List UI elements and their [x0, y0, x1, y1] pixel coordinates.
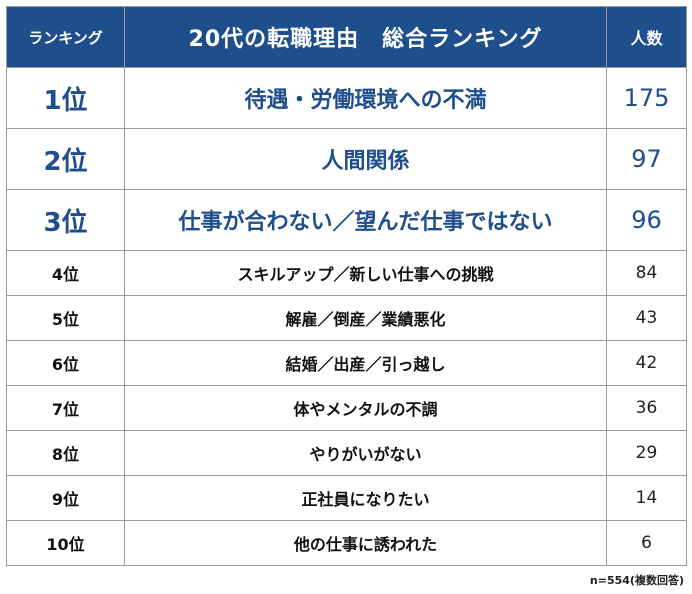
table-row: 6位 結婚／出産／引っ越し 42 — [6, 340, 687, 386]
reason-cell: 他の仕事に誘われた — [124, 520, 607, 566]
table-title: 20代の転職理由 総合ランキング — [124, 6, 607, 68]
rank-cell: 9位 — [6, 475, 125, 521]
table-row: 10位 他の仕事に誘われた 6 — [6, 520, 687, 566]
sample-size-note: n=554(複数回答) — [589, 574, 684, 587]
table-row: 7位 体やメンタルの不調 36 — [6, 385, 687, 431]
reason-cell: 正社員になりたい — [124, 475, 607, 521]
count-cell: 6 — [606, 520, 687, 566]
count-cell: 175 — [606, 67, 687, 129]
table-row: 4位 スキルアップ／新しい仕事への挑戦 84 — [6, 250, 687, 296]
count-cell: 42 — [606, 340, 687, 386]
count-cell: 97 — [606, 128, 687, 190]
reason-cell: 人間関係 — [124, 128, 607, 190]
reason-cell: 待遇・労働環境への不満 — [124, 67, 607, 129]
rank-cell: 7位 — [6, 385, 125, 431]
rank-cell: 8位 — [6, 430, 125, 476]
table-header: ランキング 20代の転職理由 総合ランキング 人数 — [6, 6, 687, 68]
reason-cell: 体やメンタルの不調 — [124, 385, 607, 431]
reason-cell: 仕事が合わない／望んだ仕事ではない — [124, 189, 607, 251]
reason-cell: やりがいがない — [124, 430, 607, 476]
rank-cell: 3位 — [6, 189, 125, 251]
count-cell: 96 — [606, 189, 687, 251]
reason-cell: 解雇／倒産／業績悪化 — [124, 295, 607, 341]
rank-cell: 10位 — [6, 520, 125, 566]
table-row: 5位 解雇／倒産／業績悪化 43 — [6, 295, 687, 341]
rank-column-header: ランキング — [6, 6, 125, 68]
rank-cell: 6位 — [6, 340, 125, 386]
count-cell: 29 — [606, 430, 687, 476]
count-cell: 84 — [606, 250, 687, 296]
table-row: 9位 正社員になりたい 14 — [6, 475, 687, 521]
table-row: 1位 待遇・労働環境への不満 175 — [6, 67, 687, 129]
count-cell: 36 — [606, 385, 687, 431]
table-row: 2位 人間関係 97 — [6, 128, 687, 190]
count-cell: 14 — [606, 475, 687, 521]
table-row: 8位 やりがいがない 29 — [6, 430, 687, 476]
count-cell: 43 — [606, 295, 687, 341]
rank-cell: 5位 — [6, 295, 125, 341]
reason-cell: 結婚／出産／引っ越し — [124, 340, 607, 386]
rank-cell: 2位 — [6, 128, 125, 190]
ranking-table: ランキング 20代の転職理由 総合ランキング 人数 1位 待遇・労働環境への不満… — [6, 6, 687, 566]
rank-cell: 4位 — [6, 250, 125, 296]
rank-cell: 1位 — [6, 67, 125, 129]
table-row: 3位 仕事が合わない／望んだ仕事ではない 96 — [6, 189, 687, 251]
count-column-header: 人数 — [606, 6, 687, 68]
reason-cell: スキルアップ／新しい仕事への挑戦 — [124, 250, 607, 296]
